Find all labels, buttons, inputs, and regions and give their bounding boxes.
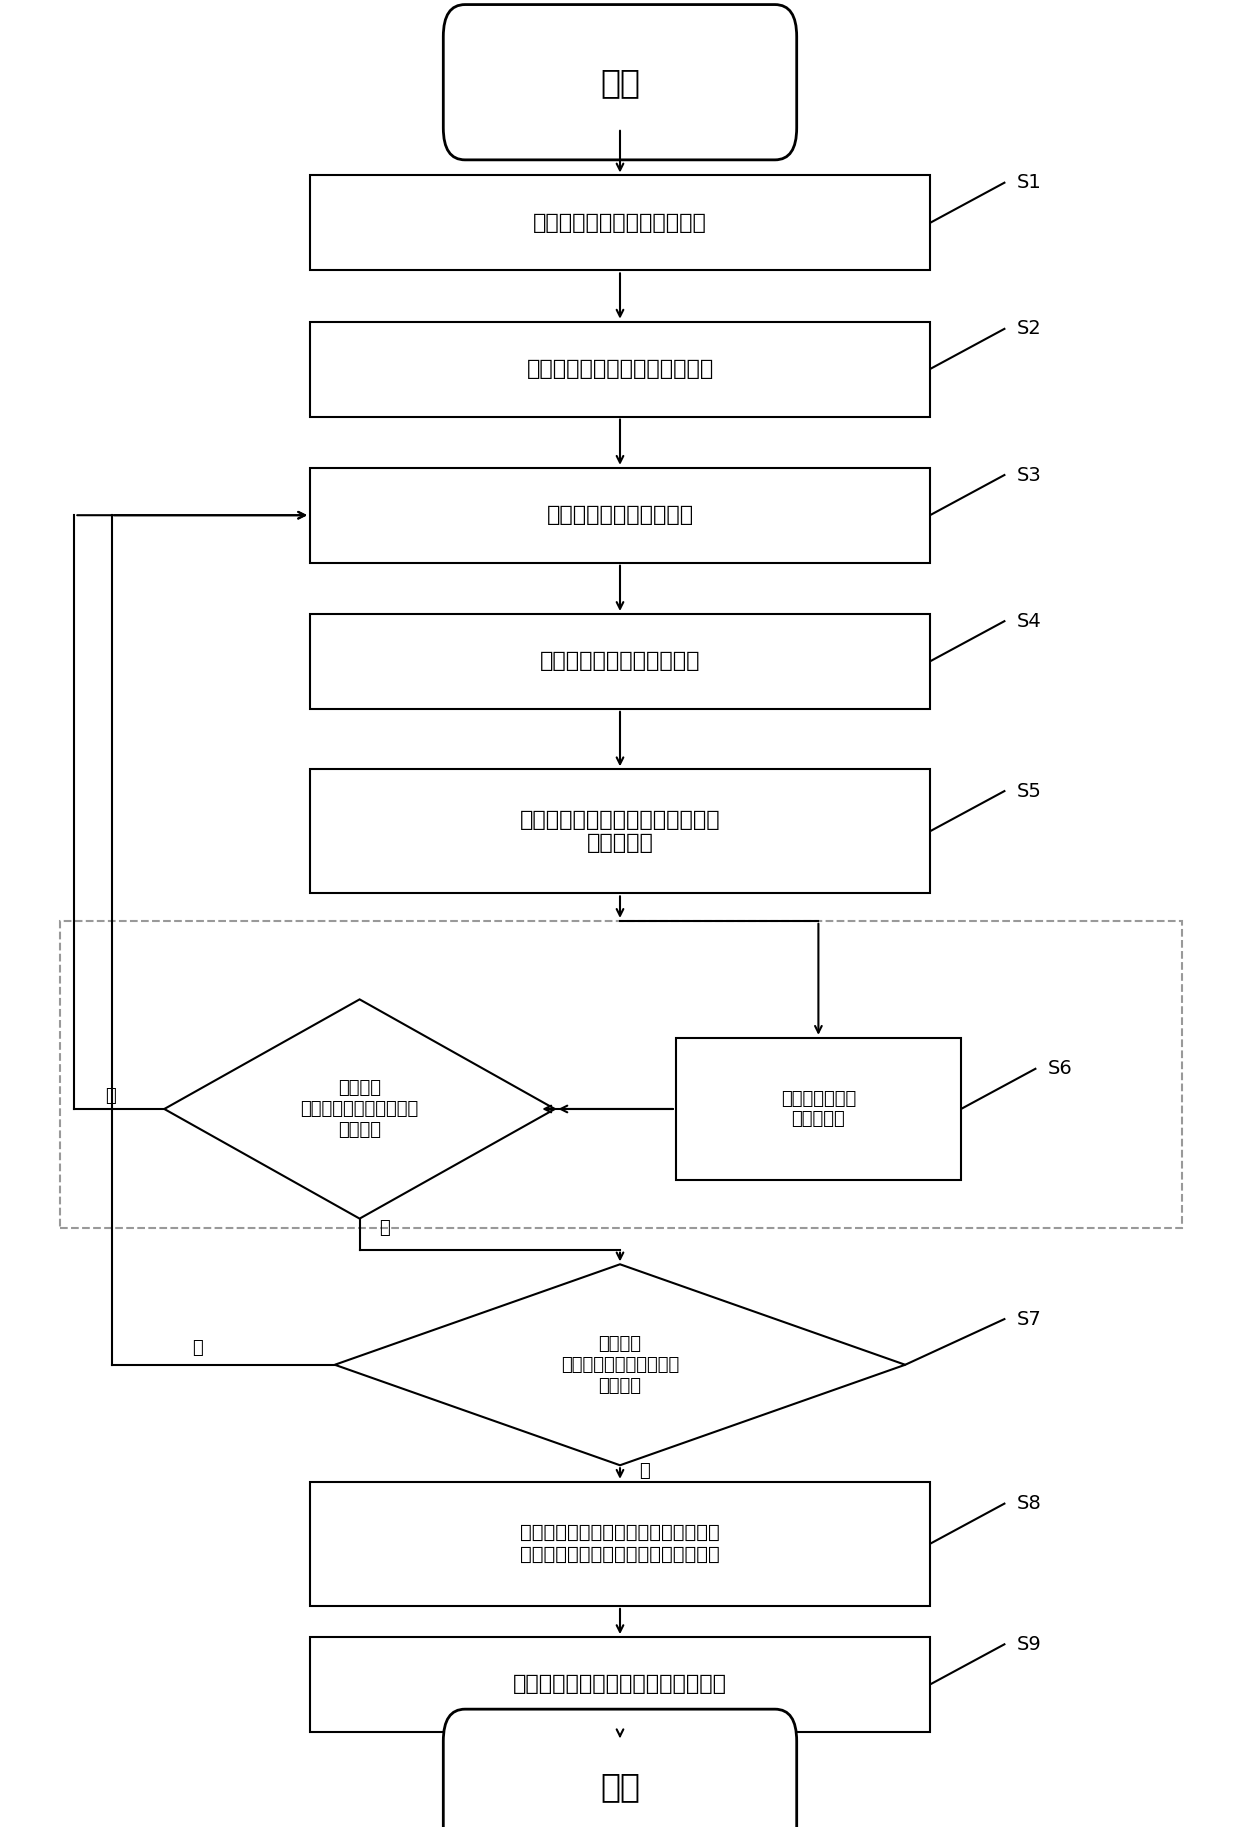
Text: 是: 是 xyxy=(379,1219,389,1237)
Text: 结束: 结束 xyxy=(600,1770,640,1803)
Text: 建立锂电池分层结构模型: 建立锂电池分层结构模型 xyxy=(547,506,693,524)
Text: S3: S3 xyxy=(1017,466,1042,484)
Text: S5: S5 xyxy=(1017,782,1042,800)
Bar xyxy=(60,921,1182,1228)
Text: 得到不同高温阶段，锂电池逐步损毁时
的表面温度分布特性以及电压变化曲线: 得到不同高温阶段，锂电池逐步损毁时 的表面温度分布特性以及电压变化曲线 xyxy=(520,1524,720,1564)
Polygon shape xyxy=(164,999,556,1219)
Bar xyxy=(310,614,930,709)
Text: S6: S6 xyxy=(1048,1060,1073,1078)
Text: 对锂电池样本进行充放电试验: 对锂电池样本进行充放电试验 xyxy=(533,214,707,232)
Text: 否: 否 xyxy=(105,1087,117,1105)
Text: S8: S8 xyxy=(1017,1494,1042,1513)
Text: 验证锂电池电化
学产热模型: 验证锂电池电化 学产热模型 xyxy=(781,1089,856,1129)
Text: 预测真实环境中锂离子电池的热行为: 预测真实环境中锂离子电池的热行为 xyxy=(513,1675,727,1694)
Text: 否: 否 xyxy=(192,1339,203,1357)
FancyBboxPatch shape xyxy=(444,1710,796,1827)
Text: 是: 是 xyxy=(640,1462,650,1480)
Text: 温度最大
误差是否小于预设的温度
误差阈值: 温度最大 误差是否小于预设的温度 误差阈值 xyxy=(300,1080,419,1138)
Text: 开始: 开始 xyxy=(600,66,640,99)
Text: S2: S2 xyxy=(1017,320,1042,338)
Bar xyxy=(310,175,930,270)
Bar xyxy=(310,322,930,417)
Text: 对锂电池样本进行多重脉冲试验: 对锂电池样本进行多重脉冲试验 xyxy=(526,360,714,378)
Text: 得到锂电池仿真时域电压和仿真时
域温度数据: 得到锂电池仿真时域电压和仿真时 域温度数据 xyxy=(520,809,720,853)
Bar xyxy=(310,468,930,563)
Text: S1: S1 xyxy=(1017,174,1042,192)
Text: S7: S7 xyxy=(1017,1310,1042,1328)
Text: 建立锂电池电化学产热模型: 建立锂电池电化学产热模型 xyxy=(539,652,701,671)
Bar xyxy=(310,769,930,893)
Bar xyxy=(310,1482,930,1606)
FancyBboxPatch shape xyxy=(444,5,796,159)
Text: 电压最大
误差是否小于预设的电压
误差阈值: 电压最大 误差是否小于预设的电压 误差阈值 xyxy=(560,1336,680,1394)
Text: S9: S9 xyxy=(1017,1635,1042,1653)
Text: S4: S4 xyxy=(1017,612,1042,630)
Polygon shape xyxy=(335,1264,905,1465)
Bar xyxy=(676,1038,961,1180)
Bar xyxy=(310,1637,930,1732)
